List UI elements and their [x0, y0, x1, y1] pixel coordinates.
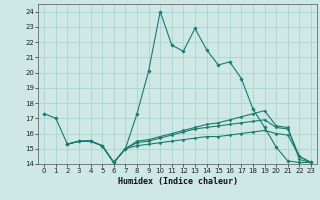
X-axis label: Humidex (Indice chaleur): Humidex (Indice chaleur)	[118, 177, 238, 186]
